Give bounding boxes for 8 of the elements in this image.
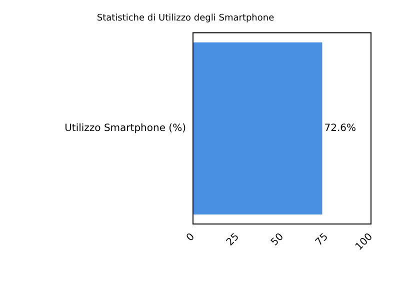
- x-tick-label: 50: [269, 231, 286, 248]
- x-tick-label: 25: [224, 231, 242, 248]
- chart-title: Statistiche di Utilizzo degli Smartphone: [96, 14, 275, 24]
- x-tick-label: 75: [314, 231, 330, 248]
- y-tick-label: Utilizzo Smartphone (%): [64, 122, 186, 134]
- x-tick-label: 100: [354, 231, 375, 253]
- x-tick-label: 0: [184, 231, 197, 244]
- data-label: 72.6%: [324, 122, 356, 134]
